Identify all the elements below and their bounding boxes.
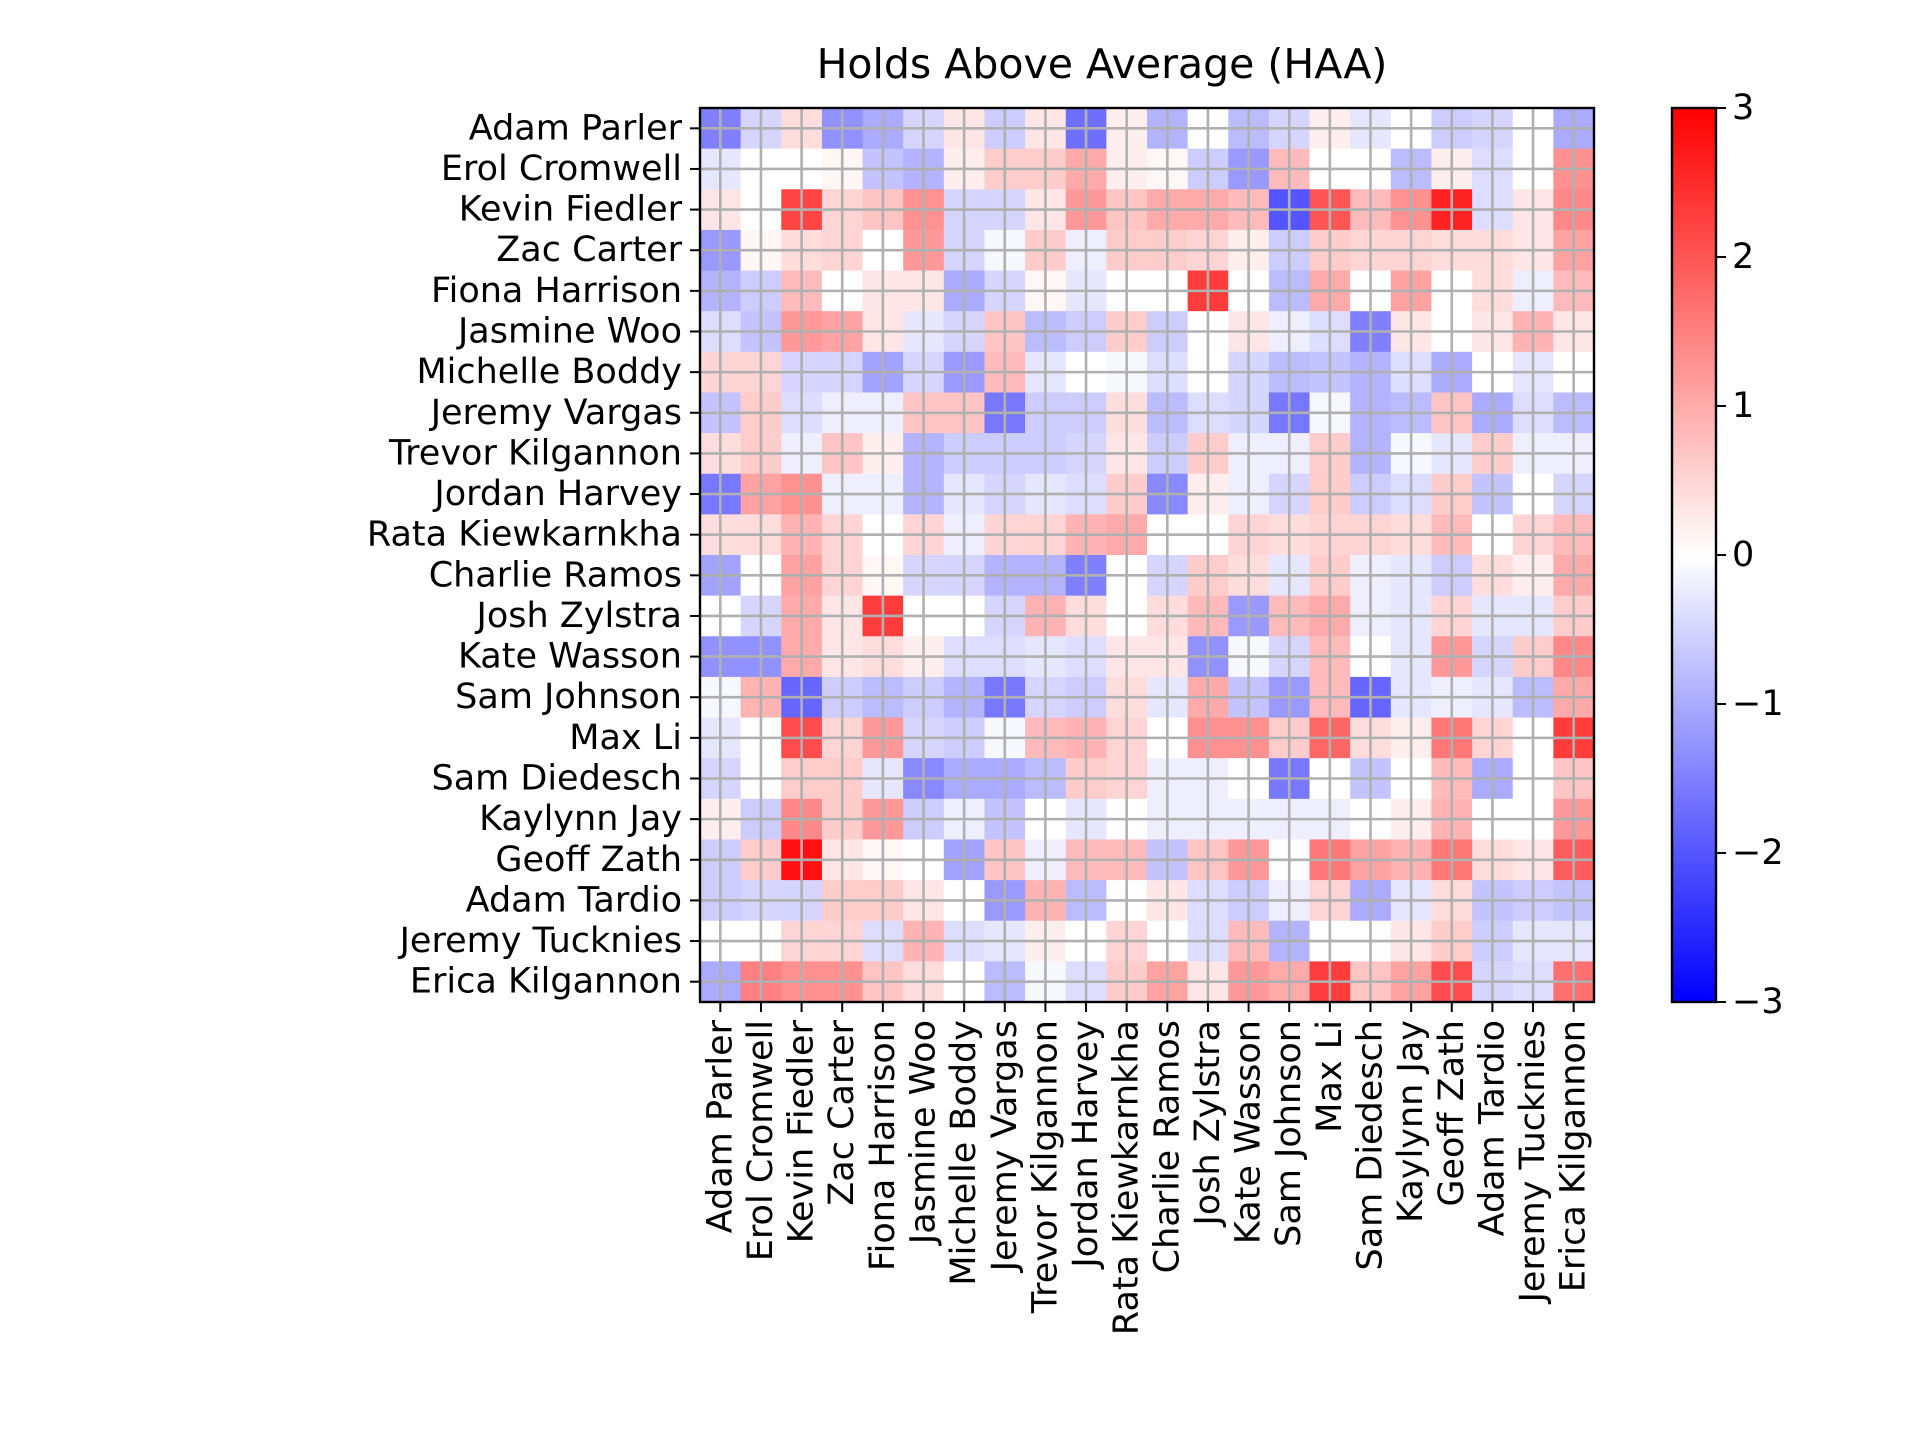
y-tick-label: Zac Carter	[496, 230, 682, 270]
y-tick-label: Josh Zylstra	[475, 596, 683, 636]
plot-frame	[698, 106, 1596, 1004]
y-tick-label: Kaylynn Jay	[479, 799, 682, 839]
y-tick-label: Geoff Zath	[495, 840, 682, 880]
heatmap-cells	[700, 108, 1595, 1003]
x-tick-label: Michelle Boddy	[944, 1020, 984, 1286]
chart-title: Holds Above Average (HAA)	[817, 40, 1388, 88]
y-tick-label: Jasmine Woo	[456, 312, 682, 352]
x-tick-label: Trevor Kilgannon	[1025, 1020, 1065, 1314]
x-tick-label: Zac Carter	[822, 1019, 862, 1205]
x-tick-label: Jeremy Vargas	[985, 1020, 1025, 1273]
colorbar-tick-label: 1	[1732, 386, 1754, 426]
colorbar-tick-label: 2	[1732, 237, 1754, 277]
colorbar-tick-label: 3	[1732, 88, 1754, 128]
y-tick-label: Michelle Boddy	[416, 352, 682, 392]
y-tick-label: Adam Parler	[469, 108, 683, 148]
y-tick-label: Kate Wasson	[458, 637, 682, 677]
x-tick-label: Josh Zylstra	[1188, 1020, 1228, 1228]
x-tick-label: Sam Johnson	[1269, 1020, 1309, 1247]
x-tick-label: Sam Diedesch	[1351, 1020, 1391, 1271]
y-tick-label: Adam Tardio	[466, 880, 682, 920]
x-tick-label: Max Li	[1310, 1020, 1350, 1133]
x-tick-label: Jeremy Tucknies	[1513, 1020, 1553, 1304]
heatmap-gridlines	[700, 108, 1594, 1002]
x-tick-label: Jordan Harvey	[1066, 1020, 1106, 1270]
y-tick-label: Max Li	[569, 718, 682, 758]
y-tick-label: Fiona Harrison	[431, 271, 682, 311]
colorbar-tick-label: −2	[1732, 833, 1784, 873]
y-tick-label: Kevin Fiedler	[459, 190, 683, 230]
y-tick-label: Rata Kiewkarnkha	[367, 515, 682, 555]
x-tick-label: Kaylynn Jay	[1391, 1020, 1431, 1223]
colorbar-tick-label: 0	[1732, 535, 1754, 575]
x-tick-label: Fiona Harrison	[863, 1020, 903, 1271]
y-tick-label: Trevor Kilgannon	[388, 433, 682, 473]
x-tick-label: Rata Kiewkarnkha	[1107, 1020, 1147, 1335]
y-tick-label: Sam Diedesch	[431, 759, 682, 799]
colorbar-tick-label: −3	[1732, 982, 1784, 1022]
x-axis-ticks: Adam Parler Erol Cromwell Kevin Fiedler Zac…	[700, 1002, 1594, 1335]
y-tick-label: Erol Cromwell	[441, 149, 682, 189]
colorbar-ticks: 3 2 1 0 −1 −2 −3	[1716, 88, 1784, 1022]
colorbar	[1670, 106, 1718, 1004]
x-tick-label: Jasmine Woo	[904, 1020, 944, 1246]
x-tick-label: Kate Wasson	[1229, 1020, 1269, 1244]
y-tick-label: Sam Johnson	[455, 677, 682, 717]
y-tick-label: Erica Kilgannon	[410, 962, 682, 1002]
y-tick-label: Jordan Harvey	[432, 474, 682, 514]
y-tick-label: Charlie Ramos	[429, 555, 682, 595]
x-tick-label: Kevin Fiedler	[782, 1019, 822, 1243]
x-tick-label: Adam Tardio	[1472, 1020, 1512, 1236]
colorbar-tick-label: −1	[1732, 684, 1784, 724]
x-tick-label: Erica Kilgannon	[1554, 1020, 1594, 1292]
y-tick-label: Jeremy Vargas	[429, 393, 682, 433]
x-tick-label: Adam Parler	[700, 1019, 740, 1233]
x-tick-label: Charlie Ramos	[1147, 1020, 1187, 1273]
x-tick-label: Erol Cromwell	[741, 1020, 781, 1261]
y-tick-label: Jeremy Tucknies	[398, 921, 682, 961]
x-tick-label: Geoff Zath	[1432, 1020, 1472, 1207]
